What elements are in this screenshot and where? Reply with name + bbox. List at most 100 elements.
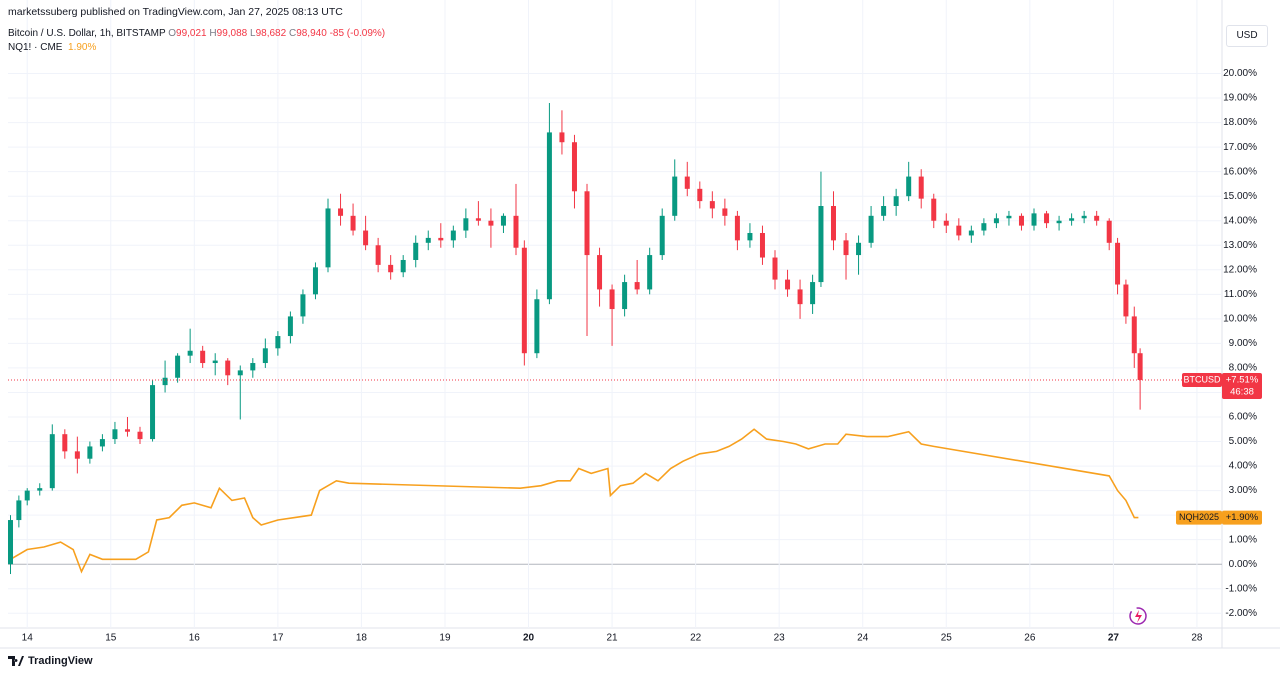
y-tick-label: 3.00% (1229, 485, 1257, 496)
candle-body (709, 201, 715, 209)
candle-body (830, 206, 836, 241)
y-tick-label: 4.00% (1229, 461, 1257, 472)
brand-text: TradingView (28, 655, 93, 667)
candle-body (1006, 215, 1012, 219)
candle-body (659, 215, 665, 256)
compare-value: 1.90% (68, 42, 97, 53)
y-tick-label: 19.00% (1223, 93, 1257, 104)
legend-compare: NQ1! · CME 1.90% (8, 42, 96, 53)
y-tick-label: 13.00% (1223, 240, 1257, 251)
y-tick-label: 20.00% (1223, 68, 1257, 79)
y-tick-label: 5.00% (1229, 436, 1257, 447)
candle-body (797, 289, 803, 305)
candle-body (647, 255, 653, 290)
candle-body (868, 215, 874, 243)
y-tick-label: 14.00% (1223, 215, 1257, 226)
y-tick-label: 10.00% (1223, 314, 1257, 325)
brand-logo (8, 656, 24, 666)
y-tick-label: 9.00% (1229, 338, 1257, 349)
price-tag (1222, 510, 1262, 525)
candle-body (1018, 215, 1024, 226)
currency-button[interactable]: USD (1226, 25, 1268, 47)
candle-body (338, 208, 344, 216)
candle-body (722, 208, 728, 216)
candle-body (622, 282, 628, 310)
ohlc-part: 99,021 (176, 28, 207, 39)
candle-body (62, 434, 68, 452)
candle-body (475, 218, 481, 221)
candle-body (87, 446, 93, 459)
countdown: 46:38 (1230, 386, 1254, 397)
ohlc: O99,021 H99,088 L98,682 C98,940 (168, 28, 329, 39)
candle-body (24, 490, 30, 501)
y-tick-label: 16.00% (1223, 166, 1257, 177)
candle-body (438, 237, 444, 241)
candle-body (571, 142, 577, 192)
candle-body (1131, 316, 1137, 354)
ohlc-part: 98,682 (255, 28, 287, 39)
candle-body (534, 299, 540, 354)
y-tick-label: 6.00% (1229, 412, 1257, 423)
candle-body (546, 132, 552, 300)
publisher: marketssuberg published on TradingView.c… (8, 6, 343, 18)
candle-body (212, 360, 218, 364)
candle-body (463, 218, 469, 231)
candle-body (8, 520, 14, 565)
candle-body (225, 360, 231, 376)
candle-body (1123, 284, 1129, 317)
candle-body (772, 257, 778, 280)
candle-body (893, 196, 899, 207)
candle-body (200, 350, 206, 364)
x-tick-label: 25 (941, 633, 953, 644)
candle-body (99, 439, 105, 447)
candle-body (37, 488, 43, 491)
candle-body (450, 230, 456, 241)
candle-body (993, 218, 999, 224)
candle-body (16, 500, 22, 521)
candle-body (425, 237, 431, 243)
compare-line (10, 428, 1139, 574)
candle-body (906, 176, 912, 197)
x-tick-label: 15 (105, 633, 117, 644)
candle-body (137, 431, 143, 440)
candle-body (818, 206, 824, 283)
candle-body (943, 220, 949, 226)
candle-body (609, 289, 615, 310)
candle-body (262, 348, 268, 364)
candle-body (1031, 213, 1037, 226)
compare-name: NQ1! · CME (8, 42, 63, 53)
candle-body (513, 215, 519, 248)
candle-body (388, 264, 394, 273)
candle-body (672, 176, 678, 216)
candle-body (400, 259, 406, 273)
candle-body (634, 282, 640, 290)
y-tick-label: 17.00% (1223, 142, 1257, 153)
candle-body (162, 377, 168, 386)
candle-body (968, 230, 974, 236)
candle-body (187, 350, 193, 356)
y-tick-label: -2.00% (1225, 608, 1257, 619)
ohlc-part: O (168, 28, 177, 39)
candle-body (1044, 213, 1050, 224)
y-tick-label: 18.00% (1223, 117, 1257, 128)
ohlc-part: H (209, 28, 217, 39)
candle-body (488, 220, 494, 226)
y-tick-label: 11.00% (1224, 289, 1257, 300)
candle-body (981, 223, 987, 231)
x-tick-label: 22 (690, 633, 702, 644)
candle-body (810, 282, 816, 305)
candle-body (300, 294, 306, 317)
candle-body (312, 267, 318, 295)
price-tag (1222, 372, 1262, 399)
y-tick-label: 15.00% (1223, 191, 1257, 202)
ohlc-part: L (250, 28, 256, 39)
price-tag-text: +1.90% (1226, 512, 1259, 523)
x-tick-label: 19 (439, 633, 451, 644)
x-tick-label: 21 (607, 633, 619, 644)
x-tick-label: 20 (523, 633, 535, 644)
symbol-tag (1182, 372, 1222, 387)
ohlc-part: 98,940 (296, 28, 327, 39)
spark-icon (1135, 610, 1142, 623)
candle-body (931, 198, 937, 221)
